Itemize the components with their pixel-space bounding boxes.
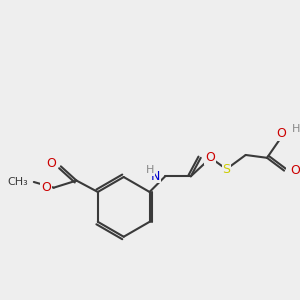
Text: O: O xyxy=(290,164,300,177)
Text: N: N xyxy=(151,170,160,183)
Text: O: O xyxy=(205,151,215,164)
Text: H: H xyxy=(292,124,300,134)
Text: O: O xyxy=(47,157,57,170)
Text: H: H xyxy=(146,165,154,175)
Text: CH₃: CH₃ xyxy=(8,177,28,187)
Text: O: O xyxy=(41,181,51,194)
Text: O: O xyxy=(276,127,286,140)
Text: S: S xyxy=(222,163,230,176)
